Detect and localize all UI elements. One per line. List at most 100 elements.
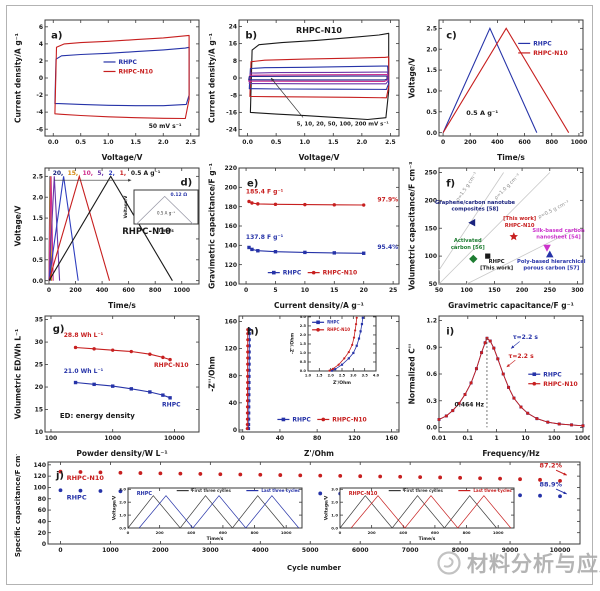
watermark-logo-icon	[437, 551, 461, 575]
svg-text:0.0: 0.0	[119, 525, 126, 530]
svg-text:1.0: 1.0	[32, 236, 43, 243]
svg-text:1.0: 1.0	[426, 88, 437, 95]
svg-text:800: 800	[545, 139, 558, 146]
svg-text:4000: 4000	[252, 547, 269, 554]
svg-text:RHPC: RHPC	[283, 270, 302, 277]
svg-text:160: 160	[385, 435, 398, 442]
svg-text:1000: 1000	[173, 287, 190, 294]
svg-text:τ=2.2 s: τ=2.2 s	[513, 334, 539, 341]
svg-text:0.0: 0.0	[426, 130, 437, 137]
svg-text:0.6: 0.6	[426, 371, 437, 378]
panel-j-inset-rhpcn10-cycles: 0 200 400 600 800 1000 0.0 1.0 2.0 3.0 Time/s Volta…	[324, 487, 515, 542]
svg-text:24: 24	[229, 24, 237, 31]
svg-text:Time/s: Time/s	[207, 536, 224, 542]
svg-text:-Z''/Ohm: -Z''/Ohm	[290, 333, 296, 355]
svg-text:0.01: 0.01	[432, 435, 447, 442]
svg-text:3.0: 3.0	[300, 315, 307, 319]
svg-text:RHPC-N10: RHPC-N10	[327, 327, 350, 332]
svg-text:1,: 1,	[120, 170, 126, 177]
svg-text:2.5: 2.5	[32, 173, 43, 180]
svg-text:1.5: 1.5	[328, 139, 339, 146]
svg-text:4.0: 4.0	[373, 374, 380, 378]
svg-text:Voltage/V: Voltage/V	[408, 57, 417, 98]
svg-text:1: 1	[495, 435, 499, 442]
svg-text:g): g)	[53, 324, 65, 335]
svg-text:80: 80	[313, 435, 321, 442]
svg-text:First three cycles: First three cycles	[404, 488, 444, 493]
svg-text:Volumetric capacitance/F cm⁻³: Volumetric capacitance/F cm⁻³	[408, 162, 417, 291]
svg-text:Specific capacitance/F cm⁻³: Specific capacitance/F cm⁻³	[14, 454, 22, 557]
svg-text:21.0 Wh L⁻¹: 21.0 Wh L⁻¹	[64, 368, 104, 375]
svg-text:2000: 2000	[152, 547, 169, 554]
svg-text:2: 2	[39, 58, 43, 65]
svg-text:140: 140	[33, 462, 46, 469]
svg-text:80: 80	[229, 373, 237, 380]
svg-text:Current density/A g⁻¹: Current density/A g⁻¹	[274, 301, 364, 310]
svg-text:Time/s: Time/s	[108, 301, 136, 310]
svg-text:400: 400	[491, 139, 504, 146]
svg-text:0: 0	[244, 287, 248, 294]
svg-text:Time/s: Time/s	[497, 153, 525, 162]
svg-text:1000: 1000	[493, 530, 504, 535]
svg-text:RHPC: RHPC	[119, 59, 138, 66]
svg-text:10000: 10000	[164, 435, 185, 442]
svg-text:1000: 1000	[104, 435, 121, 442]
svg-text:80: 80	[38, 496, 46, 503]
svg-text:400: 400	[96, 287, 109, 294]
svg-text:250: 250	[544, 287, 557, 294]
svg-text:2.0: 2.0	[119, 500, 126, 505]
svg-text:-4: -4	[36, 109, 43, 116]
svg-text:0.0: 0.0	[48, 139, 59, 146]
svg-text:RHPC-N10: RHPC-N10	[122, 227, 171, 237]
panel-f-capacitance-comparison: 50 100 150 200 250 300 50 100 150 200 250 Gravimetr…	[408, 162, 586, 310]
svg-text:1.0: 1.0	[119, 512, 126, 517]
svg-text:800: 800	[463, 530, 471, 535]
svg-text:RHPC-N10: RHPC-N10	[543, 381, 577, 388]
svg-text:1000: 1000	[571, 139, 588, 146]
svg-text:97.9%: 97.9%	[377, 197, 398, 204]
svg-text:[This work]: [This work]	[503, 216, 536, 222]
svg-text:16: 16	[229, 41, 237, 48]
svg-text:Activated: Activated	[454, 238, 482, 244]
svg-text:1.5: 1.5	[316, 374, 323, 378]
svg-text:2.0: 2.0	[331, 500, 338, 505]
svg-text:40: 40	[276, 435, 284, 442]
svg-text:1.0: 1.0	[103, 139, 114, 146]
svg-text:1.5: 1.5	[32, 215, 43, 222]
svg-text:ED: energy density: ED: energy density	[60, 412, 135, 420]
svg-text:2.5: 2.5	[300, 324, 307, 328]
svg-text:800: 800	[149, 287, 162, 294]
svg-text:First three cycles: First three cycles	[192, 488, 232, 493]
svg-text:0: 0	[42, 541, 46, 548]
svg-text:Voltage/V: Voltage/V	[324, 495, 330, 520]
svg-text:100: 100	[424, 253, 437, 260]
svg-text:0: 0	[233, 427, 237, 434]
svg-text:100: 100	[224, 281, 237, 288]
svg-text:5, 10, 20, 50, 100, 200 mV s⁻¹: 5, 10, 20, 50, 100, 200 mV s⁻¹	[297, 121, 390, 128]
svg-text:5000: 5000	[302, 547, 319, 554]
svg-text:120: 120	[224, 262, 237, 269]
svg-text:RHPC: RHPC	[543, 371, 562, 378]
svg-text:200: 200	[464, 139, 477, 146]
svg-text:160: 160	[224, 223, 237, 230]
svg-text:0.5: 0.5	[300, 360, 307, 364]
panel-j-inset-rhpc-cycles: 0 200 400 600 800 1000 0.0 1.0 2.0 3.0 Time/s Volta…	[112, 487, 303, 542]
svg-text:40: 40	[38, 518, 46, 525]
svg-text:60: 60	[38, 507, 46, 514]
svg-text:0: 0	[127, 530, 130, 535]
svg-text:RHPC: RHPC	[162, 401, 181, 408]
svg-text:0.0: 0.0	[331, 525, 338, 530]
svg-text:-24: -24	[226, 127, 237, 134]
panel-d-inset-ir-drop: Time/s Voltage/V 0.12 Ω 0.5 A g⁻¹	[123, 189, 199, 233]
svg-text:137.8 F g⁻¹: 137.8 F g⁻¹	[246, 234, 284, 241]
svg-text:200: 200	[156, 530, 164, 535]
svg-text:1000: 1000	[102, 547, 119, 554]
svg-text:25: 25	[389, 287, 397, 294]
watermark-text: 材料分析与应用	[467, 552, 600, 576]
svg-text:0: 0	[441, 139, 445, 146]
svg-text:nanosheet [54]: nanosheet [54]	[536, 234, 581, 240]
svg-text:2.0: 2.0	[300, 333, 307, 337]
svg-text:5,: 5,	[97, 170, 103, 177]
svg-text:120: 120	[33, 473, 46, 480]
svg-text:1.0: 1.0	[305, 374, 312, 378]
